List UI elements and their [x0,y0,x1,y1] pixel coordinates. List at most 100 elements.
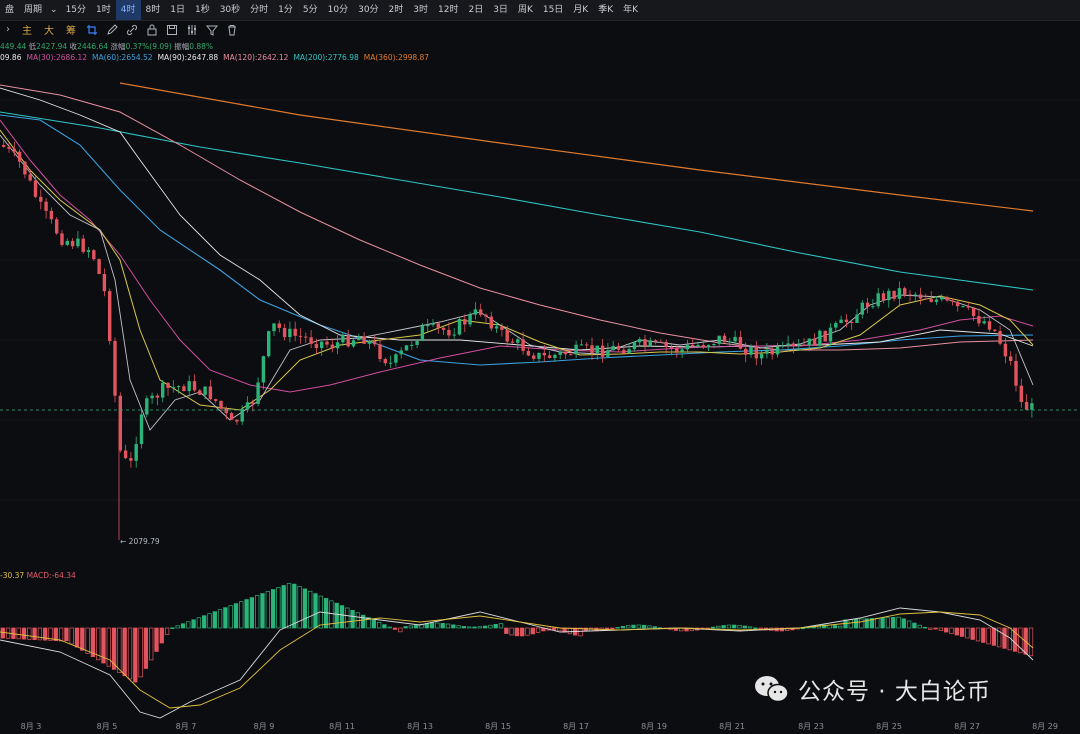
ma-line [0,84,1034,351]
candle [738,336,743,349]
candle [839,319,843,324]
time-axis-label: 8月 7 [175,722,197,731]
candle [447,329,451,336]
period-5[interactable]: 8时 [145,5,161,15]
candle [198,390,202,395]
open-value: 449.44 [0,42,27,51]
candle [1003,343,1008,357]
candle [404,345,409,351]
time-axis-label: 8月 19 [641,722,667,731]
period-toolbar: 盘周期 ⌄ 15分 1时 4时 8时 1日 1秒 30秒 分时 1分 5分 10分 30分 2时 3时 12时 2… [0,0,1080,21]
period-20[interactable]: 15日 [542,5,564,15]
chevron-down-icon[interactable]: ⌄ [50,5,58,15]
candle [706,345,711,348]
candle [76,238,80,247]
large-order-button[interactable]: 大 [44,26,54,37]
candle [102,273,107,292]
macd-bar [239,601,244,629]
main-indicator-button[interactable]: 主 [22,26,32,37]
trash-icon[interactable] [226,24,238,36]
ma-line [0,134,1034,431]
candle [632,342,637,350]
macd-bar [472,626,477,629]
period-9[interactable]: 分时 [250,5,269,15]
macd-bar [90,627,96,658]
candle [759,353,764,359]
time-axis-label: 8月 11 [329,722,355,731]
link-icon[interactable] [126,24,138,36]
macd-bar [906,620,912,629]
save-icon[interactable] [166,24,178,36]
filter-icon[interactable] [206,24,218,36]
period-15[interactable]: 3时 [413,5,429,15]
crop-icon[interactable] [86,24,98,36]
lock-icon[interactable] [146,24,158,36]
macd-bar [387,626,392,629]
macd-bar [228,605,233,629]
period-21[interactable]: 月K [573,5,589,15]
macd-bar [986,627,991,645]
time-axis-label: 8月 27 [954,722,980,731]
period-16[interactable]: 12时 [438,5,459,15]
period-12[interactable]: 10分 [327,5,349,15]
period-11[interactable]: 5分 [302,5,318,15]
candle [383,359,387,364]
macd-bar [530,627,535,635]
ma-line [0,119,1034,393]
macd-bar [520,627,525,637]
macd-bar [265,591,270,629]
period-10[interactable]: 1分 [278,5,293,15]
period-18[interactable]: 3日 [493,5,508,15]
period-13[interactable]: 30分 [358,5,379,15]
collapse-arrow-icon[interactable]: › [6,24,10,35]
macd-bar [223,607,228,629]
period-2[interactable]: 15分 [65,5,87,15]
period-8[interactable]: 30秒 [219,5,241,15]
macd-bar [451,624,456,629]
macd-bar [467,626,472,629]
period-6[interactable]: 1日 [170,5,185,15]
candle [367,341,372,344]
macd-bar [170,627,175,629]
macd-bar [779,627,785,632]
macd-bar [27,627,32,640]
wechat-watermark: 公众号 · 大白论币 [752,672,991,706]
period-23[interactable]: 年K [623,5,639,15]
period-7[interactable]: 1秒 [194,5,210,15]
candle [351,340,356,347]
candle [521,339,525,351]
candle [691,344,695,347]
period-17[interactable]: 2日 [468,5,484,15]
pen-icon[interactable] [106,23,118,36]
candle [150,395,154,399]
macd-bar [249,597,255,629]
candle [123,450,128,459]
period-3[interactable]: 1时 [96,5,111,15]
candle [314,343,319,349]
macd-bar [408,625,414,629]
macd-bar [350,610,355,629]
ma-line [0,114,1034,366]
period-0[interactable]: 盘 [5,5,15,15]
macd-bar [838,625,843,629]
chip-distribution-button[interactable]: 筹 [66,26,76,37]
candle [638,339,642,343]
candle [399,350,403,355]
sliders-icon[interactable] [186,24,198,36]
candle [341,334,345,343]
macd-bar [329,600,334,629]
macd-bar [435,622,440,629]
close-label: 收 [69,42,78,51]
period-19[interactable]: 周K [517,5,533,15]
macd-dif-line [0,607,1034,719]
macd-dif-value: -30.37 [0,571,25,580]
candle [966,306,970,308]
period-menu[interactable]: 周期 [24,5,43,15]
period-22[interactable]: 季K [598,5,614,15]
macd-bar [117,627,122,673]
period-4[interactable]: 4时 [115,0,141,20]
macd-bar [440,623,445,629]
period-14[interactable]: 2时 [388,5,404,15]
macd-bar [260,593,265,629]
